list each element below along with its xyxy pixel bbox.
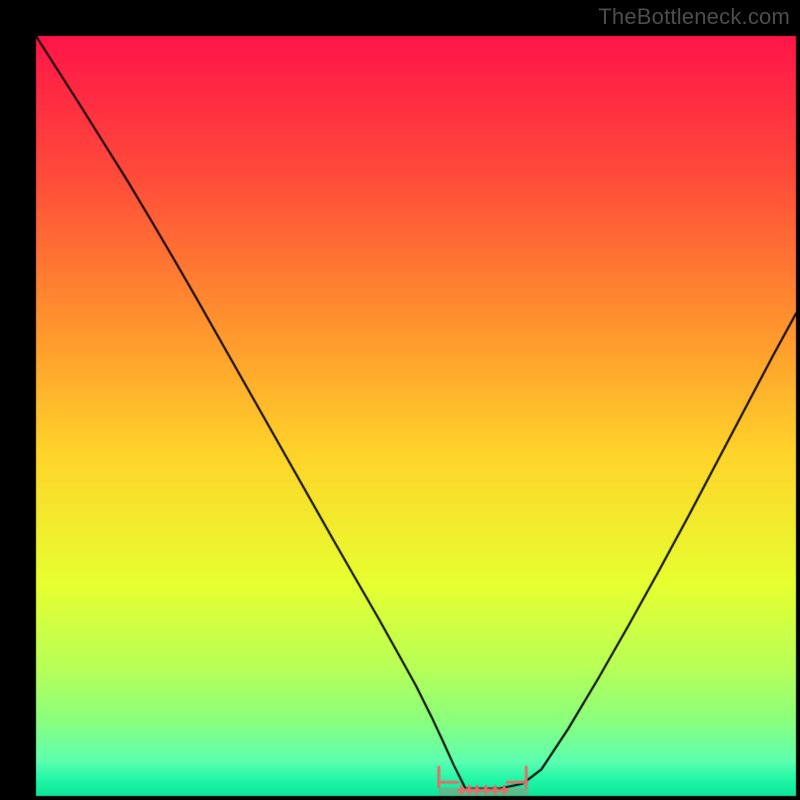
bottleneck-curve-chart (0, 0, 800, 800)
watermark-text: TheBottleneck.com (598, 4, 790, 30)
chart-stage: TheBottleneck.com (0, 0, 800, 800)
